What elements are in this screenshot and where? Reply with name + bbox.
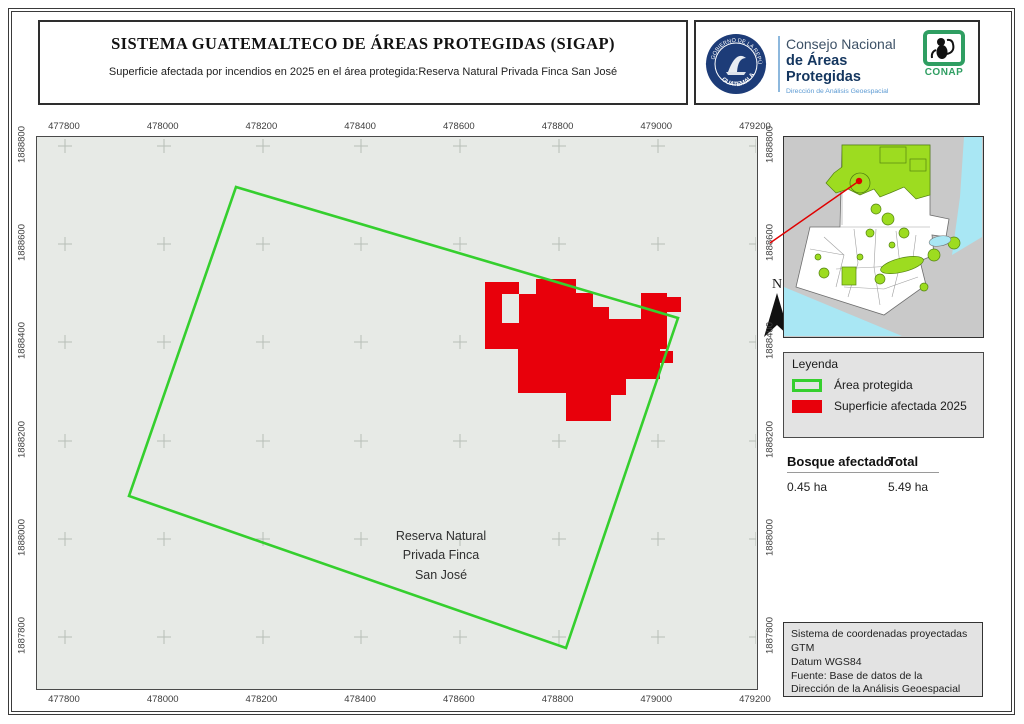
affected-area-2025 (485, 279, 681, 421)
credit-line: Datum WGS84 (791, 655, 862, 668)
logo-divider (778, 36, 780, 92)
x-tick-label: 479200 (739, 121, 771, 132)
conap-label: CONAP (924, 67, 964, 78)
logo-box: GOBIERNO DE LA REPÚBLICA GUATEMALA Conse… (694, 20, 980, 105)
credit-line: Dirección de la Análisis Geoespacial (791, 683, 961, 696)
main-map: Reserva Natural Privada Finca San José N… (36, 136, 790, 690)
protected-area-boundary (127, 185, 680, 650)
stats-header-total: Total (888, 454, 919, 469)
x-tick-label: 478000 (146, 694, 179, 705)
y-tick-label: 1887800 (764, 617, 776, 654)
org-name-line1: Consejo Nacional (786, 36, 896, 52)
title-box: SISTEMA GUATEMALTECO DE ÁREAS PROTEGIDAS… (38, 20, 688, 105)
y-tick-label: 1888000 (764, 518, 776, 556)
conap-logo: CONAP (918, 30, 970, 78)
y-tick-label: 1888000 (16, 518, 28, 556)
legend-item: Superficie afectada 2025 (792, 399, 975, 413)
x-tick-label: 479200 (739, 694, 771, 705)
guatemala-overview-map (783, 136, 984, 338)
page-border-outer (8, 8, 1015, 715)
north-label: N (771, 277, 783, 292)
x-tick-label: 478200 (245, 694, 278, 705)
guatemala-government-seal-icon: GOBIERNO DE LA REPÚBLICA GUATEMALA (704, 32, 767, 94)
page-subtitle: Superficie afectada por incendios en 202… (108, 66, 618, 78)
protected-area-swatch (792, 378, 822, 392)
y-tick-label: 1888600 (764, 224, 776, 262)
x-tick-label: 478400 (344, 121, 376, 132)
x-tick-label: 478800 (541, 694, 574, 705)
x-tick-label: 478200 (245, 121, 278, 132)
y-tick-label: 1888200 (16, 420, 28, 458)
map-canvas (58, 139, 763, 650)
stats-header-bosque: Bosque afectado (787, 454, 892, 469)
stats-underline (787, 472, 939, 473)
legend-item-label: Área protegida (834, 378, 913, 392)
conap-monkey-icon (923, 30, 965, 66)
credit-line: Sistema de coordenadas proyectadas (791, 628, 968, 640)
x-tick-label: 478800 (541, 121, 574, 132)
y-tick-label: 1888400 (16, 322, 28, 360)
credit-line: Fuente: Base de datos de la (791, 669, 923, 682)
y-tick-label: 1888800 (16, 126, 28, 163)
y-tick-label: 1887800 (16, 617, 28, 654)
page-title: SISTEMA GUATEMALTECO DE ÁREAS PROTEGIDAS… (111, 34, 615, 53)
y-tick-label: 1888400 (764, 322, 776, 360)
x-tick-label: 477800 (48, 694, 80, 705)
x-tick-label: 479000 (640, 694, 673, 705)
stats-value-bosque: 0.45 ha (787, 480, 828, 494)
x-tick-label: 478600 (442, 121, 475, 132)
affected-area-swatch (792, 399, 822, 413)
legend-item: Área protegida (792, 378, 975, 392)
x-tick-label: 479000 (640, 121, 673, 132)
org-name-line2: de Áreas Protegidas (786, 53, 861, 85)
y-tick-label: 1888600 (16, 224, 28, 262)
credit-line: GTM (791, 641, 815, 654)
org-text-block: Consejo Nacional de Áreas Protegidas Dir… (786, 36, 916, 95)
protected-area-name-label: Reserva Natural Privada Finca San José (395, 529, 487, 582)
y-tick-label: 1888800 (764, 126, 776, 163)
coordinate-system-credits: Sistema de coordenadas proyectadas GTM Dat… (783, 622, 983, 697)
legend-title: Leyenda (792, 357, 839, 371)
page-border-inner (11, 11, 1012, 712)
x-tick-label: 478600 (442, 694, 475, 705)
y-tick-label: 1888200 (764, 420, 776, 458)
org-name-line3: Dirección de Análisis Geoespacial (786, 88, 889, 95)
x-tick-label: 478400 (344, 694, 376, 705)
x-tick-label: 477800 (48, 121, 80, 132)
legend: Leyenda Área protegida Superficie afectad… (783, 352, 984, 438)
stats-value-total: 5.49 ha (888, 480, 929, 494)
legend-item-label: Superficie afectada 2025 (834, 399, 967, 413)
x-tick-label: 478000 (146, 121, 179, 132)
